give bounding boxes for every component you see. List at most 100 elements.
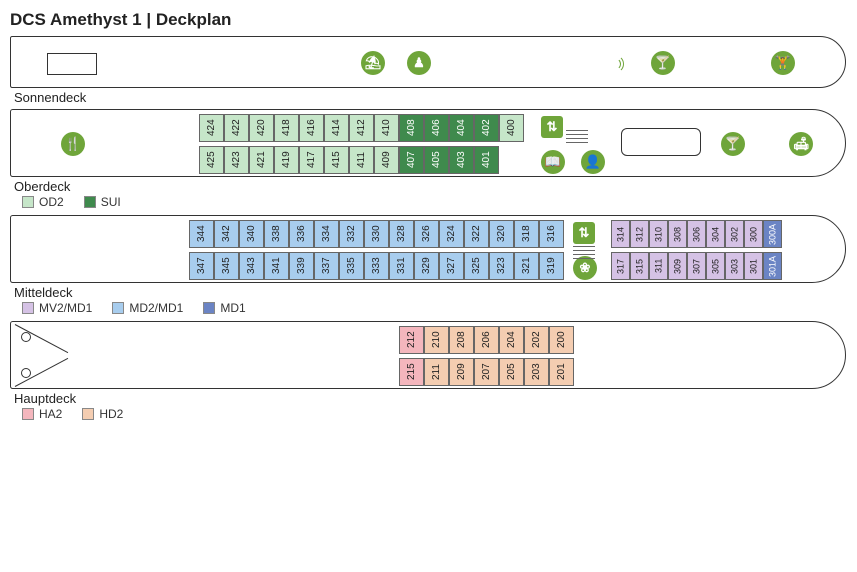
cabin-204: 204 [499, 326, 524, 354]
legend-swatch [84, 196, 96, 208]
bridge-box [47, 53, 97, 75]
cabin-331: 331 [389, 252, 414, 280]
cabin-408: 408 [399, 114, 424, 142]
cabin-324: 324 [439, 220, 464, 248]
cabin-336: 336 [289, 220, 314, 248]
cabin-304: 304 [706, 220, 725, 248]
stairs-icon [566, 130, 588, 146]
cabin-200: 200 [549, 326, 574, 354]
cabin-325: 325 [464, 252, 489, 280]
cabin-322: 322 [464, 220, 489, 248]
cabin-306: 306 [687, 220, 706, 248]
cabin-339: 339 [289, 252, 314, 280]
legend-label: MD2/MD1 [129, 301, 183, 315]
legend-swatch [112, 302, 124, 314]
legend-item-HA2: HA2 [22, 407, 62, 421]
cabin-316: 316 [539, 220, 564, 248]
porthole-icon [21, 332, 31, 342]
cabin-208: 208 [449, 326, 474, 354]
cabin-302: 302 [725, 220, 744, 248]
cabin-319: 319 [539, 252, 564, 280]
legend-item-OD2: OD2 [22, 195, 64, 209]
cabin-328: 328 [389, 220, 414, 248]
legend-item-MV2-MD1: MV2/MD1 [22, 301, 92, 315]
lounger-icon: ⛱ [361, 51, 385, 75]
legend-hauptdeck: HA2HD2 [22, 407, 847, 421]
cabin-420: 420 [249, 114, 274, 142]
legend-swatch [82, 408, 94, 420]
cabin-403: 403 [449, 146, 474, 174]
legend-swatch [22, 196, 34, 208]
cabin-308: 308 [668, 220, 687, 248]
cabin-203: 203 [524, 358, 549, 386]
cabin-341: 341 [264, 252, 289, 280]
cabin-332: 332 [339, 220, 364, 248]
cabin-303: 303 [725, 252, 744, 280]
deck-mitteldeck: 3443423403383363343323303283263243223203… [10, 215, 847, 315]
legend-label: OD2 [39, 195, 64, 209]
cabin-201: 201 [549, 358, 574, 386]
cabin-422: 422 [224, 114, 249, 142]
cabin-414: 414 [324, 114, 349, 142]
legend-label: MD1 [220, 301, 245, 315]
cabin-212: 212 [399, 326, 424, 354]
cabin-210: 210 [424, 326, 449, 354]
deck-label: Hauptdeck [14, 391, 847, 406]
lounge-icon: 🛋 [789, 132, 813, 156]
cabin-412: 412 [349, 114, 374, 142]
cabin-300A: 300A [763, 220, 782, 248]
bar-icon: 🍸 [651, 51, 675, 75]
cabin-401: 401 [474, 146, 499, 174]
cabin-338: 338 [264, 220, 289, 248]
cabin-307: 307 [687, 252, 706, 280]
deck-hauptdeck: 2122102082062042022002152112092072052032… [10, 321, 847, 421]
bar2-icon: 🍸 [721, 132, 745, 156]
cabin-333: 333 [364, 252, 389, 280]
legend-label: SUI [101, 195, 121, 209]
library-icon: 📖 [541, 150, 565, 174]
cabin-318: 318 [514, 220, 539, 248]
cabin-314: 314 [611, 220, 630, 248]
cabin-417: 417 [299, 146, 324, 174]
cabin-329: 329 [414, 252, 439, 280]
chair-icon: ♟ [407, 51, 431, 75]
cabin-342: 342 [214, 220, 239, 248]
cabin-423: 423 [224, 146, 249, 174]
cabin-407: 407 [399, 146, 424, 174]
deck-label: Mitteldeck [14, 285, 847, 300]
deck-label: Oberdeck [14, 179, 847, 194]
legend-item-MD1: MD1 [203, 301, 245, 315]
legend-swatch [22, 408, 34, 420]
cabin-409: 409 [374, 146, 399, 174]
cabin-347: 347 [189, 252, 214, 280]
cabin-421: 421 [249, 146, 274, 174]
cabin-402: 402 [474, 114, 499, 142]
ship-outline-hauptdeck: 2122102082062042022002152112092072052032… [10, 321, 846, 389]
cabin-206: 206 [474, 326, 499, 354]
cabin-326: 326 [414, 220, 439, 248]
cabin-315: 315 [630, 252, 649, 280]
cabin-311: 311 [649, 252, 668, 280]
ship-outline-oberdeck: 4244224204184164144124104084064044024004… [10, 109, 846, 177]
cabin-406: 406 [424, 114, 449, 142]
cabin-418: 418 [274, 114, 299, 142]
cabin-317: 317 [611, 252, 630, 280]
deck-sonnendeck: ⛱♟🍸🏋 Sonnendeck [10, 36, 847, 105]
cabin-425: 425 [199, 146, 224, 174]
ship-outline-sonnendeck: ⛱♟🍸🏋 [10, 36, 846, 88]
lounge-outline [621, 128, 701, 156]
cabin-335: 335 [339, 252, 364, 280]
legend-label: HA2 [39, 407, 62, 421]
cabin-344: 344 [189, 220, 214, 248]
legend-swatch [22, 302, 34, 314]
legend-mitteldeck: MV2/MD1 MD2/MD1 MD1 [22, 301, 847, 315]
deck-oberdeck: 4244224204184164144124104084064044024004… [10, 109, 847, 209]
page-title: DCS Amethyst 1 | Deckplan [10, 10, 847, 30]
cabin-410: 410 [374, 114, 399, 142]
cabin-404: 404 [449, 114, 474, 142]
cabin-343: 343 [239, 252, 264, 280]
cabin-337: 337 [314, 252, 339, 280]
elevator-icon: ⇅ [541, 116, 563, 138]
cabin-415: 415 [324, 146, 349, 174]
legend-item-MD2-MD1: MD2/MD1 [112, 301, 183, 315]
